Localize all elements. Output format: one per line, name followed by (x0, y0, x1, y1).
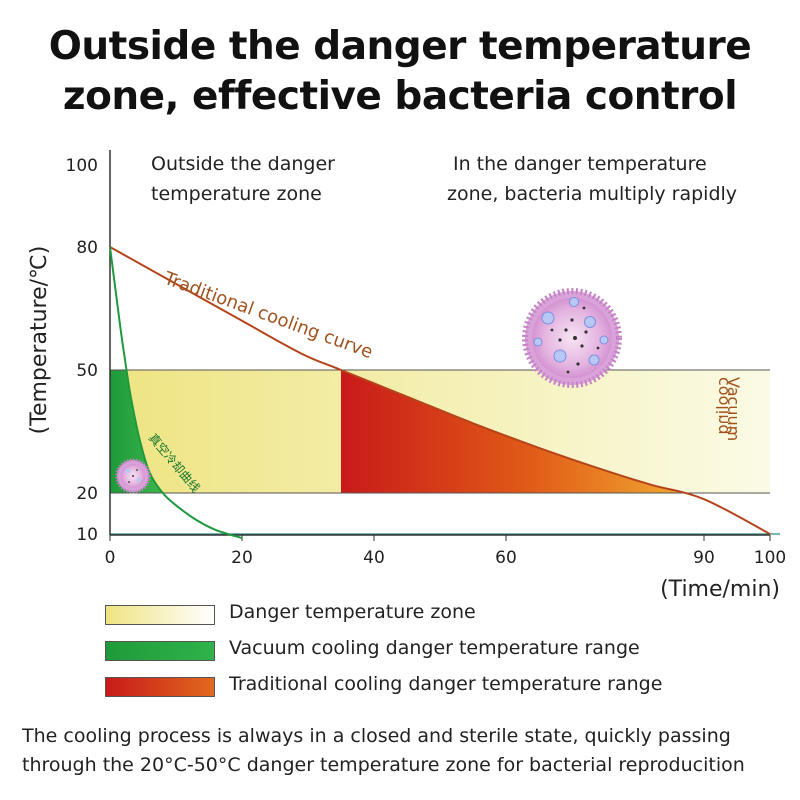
legend-label-danger-zone: Danger temperature zone (229, 601, 476, 623)
zone-label-right-line-1: In the danger temperature (453, 153, 707, 175)
legend-swatch-traditional-range (105, 677, 215, 697)
x-tick-label: 20 (231, 548, 253, 568)
caption-line-2: through the 20°C-50°C danger temperature… (22, 754, 745, 776)
y-axis-title: (Temperature/℃) (27, 246, 52, 435)
legend-label-traditional-range: Traditional cooling danger temperature r… (229, 673, 663, 695)
y-tick-label: 10 (76, 525, 98, 545)
zone-label-right-line-2: zone, bacteria multiply rapidly (447, 183, 737, 205)
x-axis-title: (Time/min) (660, 577, 780, 600)
y-tick-label: 80 (76, 238, 98, 258)
y-tick-label: 50 (76, 361, 98, 381)
x-tick-label: 100 (754, 548, 786, 568)
traditional-curve-label: Traditional cooling curve (160, 268, 375, 363)
x-tick-label: 60 (495, 548, 517, 568)
y-tick-label: 20 (76, 484, 98, 504)
headline-line-2: zone, effective bacteria control (62, 74, 738, 119)
zone-label-left-line-2: temperature zone (151, 183, 322, 205)
traditional-danger-range-area (341, 370, 682, 493)
legend-label-vacuum-range: Vacuum cooling danger temperature range (229, 637, 640, 659)
bacteria-large-icon (522, 288, 622, 388)
traditional-cooling-curve (109, 246, 771, 535)
caption-line-1: The cooling process is always in a close… (22, 725, 731, 747)
legend-swatch-vacuum-range (105, 641, 215, 661)
vacuum-cooling-side-label: Vacuum cooling (713, 377, 743, 441)
chart-headline: Outside the danger temperature zone, eff… (0, 22, 800, 122)
chart-caption: The cooling process is always in a close… (22, 722, 792, 780)
vacuum-danger-range-area (110, 370, 163, 493)
headline-line-1: Outside the danger temperature (48, 24, 752, 69)
x-tick-label: 40 (363, 548, 385, 568)
x-tick-label: 0 (105, 548, 116, 568)
vacuum-side-label-line-2: cooling (713, 377, 732, 435)
y-tick-label: 100 (66, 156, 98, 176)
zone-label-left-line-1: Outside the danger (151, 153, 335, 175)
cooling-chart: 0 20 40 60 90 100 100 80 50 20 10 Outside the dang… (27, 150, 786, 600)
x-tick-label: 90 (693, 548, 715, 568)
bacteria-small-icon (115, 458, 151, 494)
legend-swatch-danger-zone (105, 605, 215, 625)
vacuum-side-label-line-1: Vacuum (724, 377, 743, 441)
vacuum-cooling-curve (109, 246, 243, 540)
